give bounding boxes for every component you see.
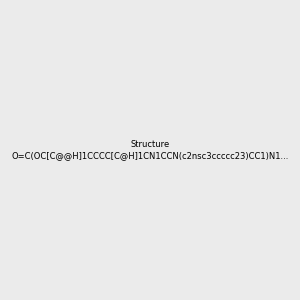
Text: Structure
O=C(OC[C@@H]1CCCC[C@H]1CN1CCN(c2nsc3ccccc23)CC1)N1...: Structure O=C(OC[C@@H]1CCCC[C@H]1CN1CCN(…	[11, 140, 289, 160]
